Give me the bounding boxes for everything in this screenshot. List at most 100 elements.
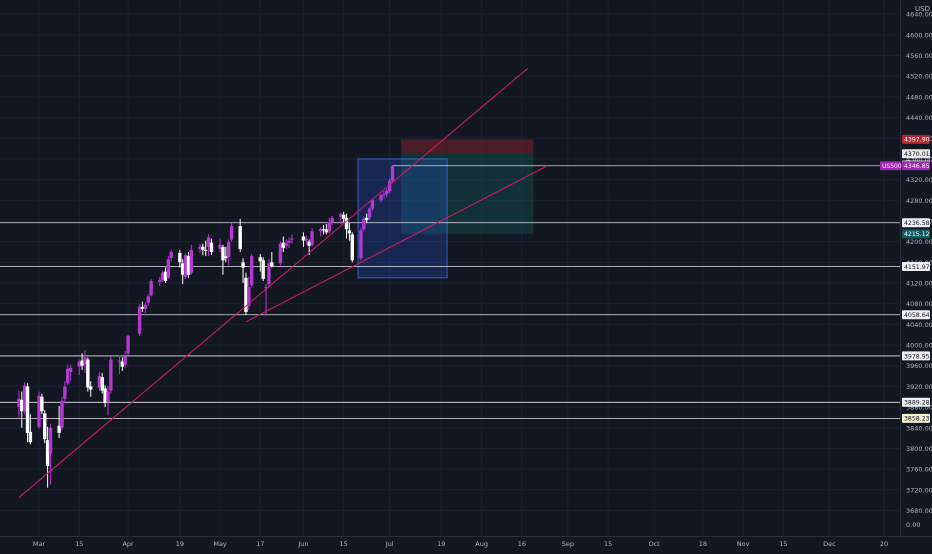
candle-body (350, 234, 354, 261)
candle-body (330, 217, 334, 223)
price-axis-tick-label: 4480.00 (906, 93, 932, 101)
candle-body (63, 386, 67, 399)
time-axis[interactable]: Mar 15 Apr 19 May 17 Jun 15 Jul 19 Aug 16 Sep 15 Oct 18… (33, 540, 888, 548)
candle-body (77, 361, 81, 367)
candle-body (97, 376, 102, 388)
candle-body (359, 230, 363, 259)
candle-body (103, 388, 107, 403)
candle-body (160, 272, 165, 280)
candle-body (364, 217, 369, 220)
candle-body (57, 425, 61, 433)
candle-body (37, 395, 41, 427)
candle-body (241, 262, 245, 268)
candle-body (226, 241, 231, 258)
price-axis-tick-label: 4000.00 (906, 342, 932, 350)
candle-body (80, 360, 84, 366)
candle-body (120, 361, 125, 367)
time-axis-tick-label: Jun (297, 540, 308, 548)
price-axis-tick-label: 3840.00 (906, 424, 932, 432)
candle-body (301, 236, 306, 241)
price-axis-tick-label: 4520.00 (906, 73, 932, 81)
candle-body (183, 255, 188, 277)
candle-body (106, 391, 110, 402)
candle-body (209, 242, 214, 252)
candle-body (123, 356, 127, 365)
candle-body (83, 357, 87, 365)
candle-body (307, 241, 311, 246)
candles (17, 165, 395, 488)
price-line-tag-bg (902, 351, 930, 361)
candle-body (198, 246, 202, 249)
time-axis-tick-label: 15 (779, 540, 787, 548)
price-line-tag-bg (902, 218, 930, 228)
price-line-tag: 4151.97 (904, 264, 930, 271)
time-axis-tick-label: 15 (340, 540, 348, 548)
candle-body (146, 296, 150, 303)
time-axis-tick-label: Nov (737, 540, 750, 548)
candle-body (264, 287, 268, 289)
time-axis-tick-label: Aug (475, 540, 488, 548)
candle-body (201, 246, 205, 250)
candle-body (344, 217, 349, 230)
candle-body (238, 226, 242, 249)
candle-body (244, 277, 248, 312)
candle-body (169, 251, 173, 259)
candle-body (379, 195, 383, 201)
candle-body (304, 238, 308, 241)
price-axis-tick-label: 3880.00 (906, 404, 932, 412)
price-axis-tick-label: 3800.00 (906, 445, 932, 453)
price-axis-tick-label: 4600.00 (906, 31, 932, 39)
candle-body (290, 238, 294, 240)
time-axis-tick-label: Mar (33, 540, 46, 548)
candle-body (17, 398, 21, 408)
currency-label: USD (915, 5, 930, 13)
last-price-tag-bg (902, 161, 930, 171)
time-axis-tick-label: 19 (437, 540, 445, 548)
candle-body (362, 218, 366, 230)
price-line-tag-bg (902, 261, 930, 271)
candle-body (66, 368, 70, 384)
price-axis-tick-label: 4280.00 (906, 197, 932, 205)
candle-body (22, 385, 27, 412)
candle-body (86, 359, 90, 388)
candle-body (278, 243, 283, 264)
time-axis-tick-label: 19 (176, 540, 184, 548)
horizontal-price-lines (0, 165, 900, 419)
candle-body (327, 222, 331, 232)
price-axis-tick-label: 4360.00 (906, 155, 932, 163)
candle-body (224, 256, 228, 259)
price-axis-tick-label: 3960.00 (906, 362, 932, 370)
time-axis-tick-label: 17 (256, 540, 264, 548)
range-highlight-box (357, 158, 448, 279)
price-axis-tick-label: 4560.00 (906, 52, 932, 60)
price-axis-tick-label: 4440.00 (906, 114, 932, 122)
candle-body (117, 360, 122, 362)
time-axis-tick-label: 20 (880, 540, 888, 548)
price-line-tag-bg (902, 413, 930, 423)
symbol-badge-bg (880, 161, 901, 171)
candle-body (20, 399, 24, 412)
time-axis-tick-label: 15 (75, 540, 83, 548)
candle-body (204, 249, 208, 251)
candle-body (163, 271, 168, 281)
time-axis-tick-label: 16 (518, 540, 526, 548)
candle-body (143, 304, 148, 309)
candle-body (287, 240, 291, 243)
candle-body (43, 413, 47, 440)
position-zones (357, 139, 534, 279)
candle-body (382, 194, 386, 196)
price-axis-tick-label: 4320.00 (906, 176, 932, 184)
price-line-tag-bg (902, 310, 930, 320)
time-axis-tick-label: 18 (699, 540, 707, 548)
candle-body (218, 244, 222, 249)
candle-body (387, 180, 392, 191)
candle-body (324, 229, 329, 233)
candle-body (229, 226, 234, 240)
candle-body (45, 440, 50, 467)
candle-body (126, 335, 130, 354)
candle-body (318, 229, 323, 232)
time-axis-tick-label: May (213, 540, 227, 548)
candle-body (258, 257, 263, 262)
